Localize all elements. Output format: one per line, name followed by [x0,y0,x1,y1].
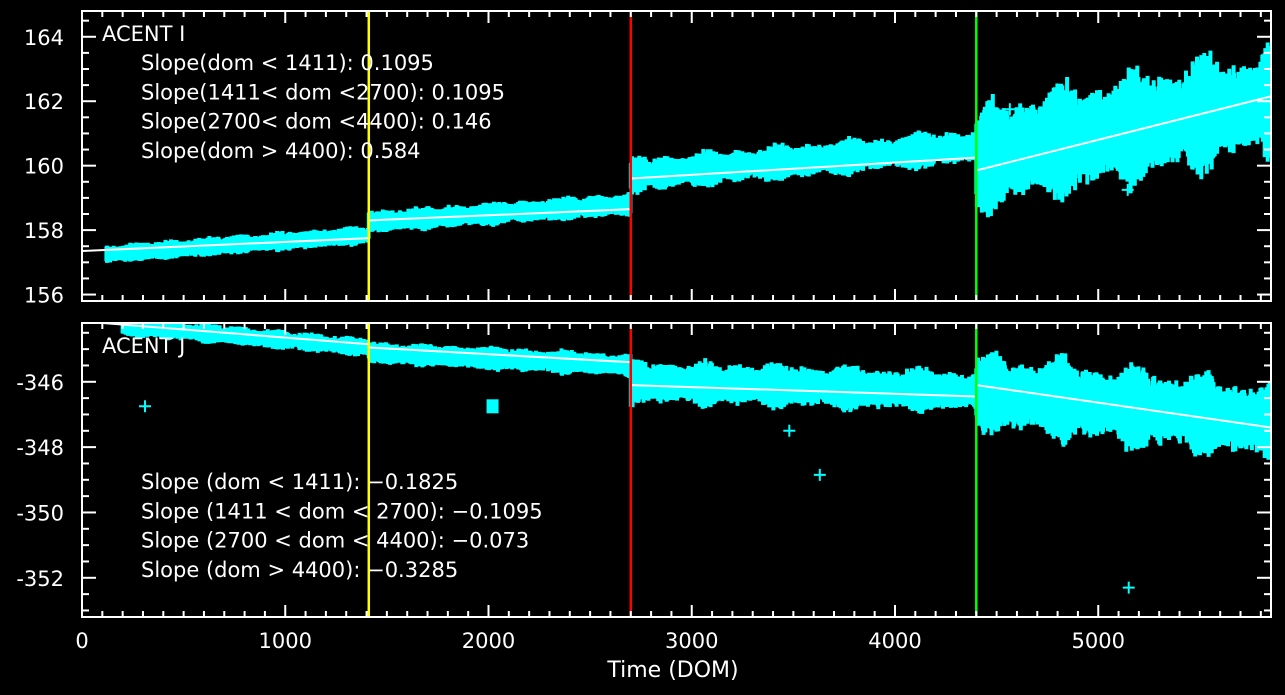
slope-annotation-0: Slope(dom < 1411): 0.1095 [141,51,434,75]
data-band-3 [974,42,1271,218]
slope-annotation-0: Slope (dom < 1411): −0.1825 [141,470,458,494]
y-tick-label-4: 164 [24,26,64,50]
plot-frame [81,322,1272,618]
x-tick-label-1: 1000 [259,629,312,653]
x-ticks [81,11,1262,301]
slope-annotation-3: Slope(dom > 4400): 0.584 [141,139,421,163]
slope-annotations: Slope(dom < 1411): 0.1095 Slope(1411< dom… [141,51,505,163]
slope-annotation-2: Slope (2700 < dom < 4400): −0.073 [141,529,529,553]
plot-area [82,42,1271,263]
y-tick-label-2: -350 [16,501,64,525]
fit-segment-3 [976,95,1271,172]
outlier-point-1 [1121,183,1134,196]
fit-lines [89,323,1271,429]
fit-segment-2 [630,156,977,180]
outlier-point-1 [783,424,796,437]
y-tick-label-1: 158 [24,219,64,243]
fit-segment-0 [82,237,369,253]
panel-title: ACENT J [102,334,185,358]
outlier-point-3 [1122,581,1135,594]
slope-annotation-1: Slope(1411< dom <2700): 0.1095 [141,80,505,104]
data-band-3 [974,350,1271,460]
x-tick-label-5: 5000 [1072,629,1125,653]
data-band-1 [366,192,633,233]
y-tick-label-0: 156 [24,284,64,308]
x-tick-label-2: 2000 [462,629,515,653]
data-band-2 [628,130,978,195]
outlier-point-2 [813,468,826,481]
y-tick-label-0: -346 [16,371,64,395]
outlier-point-0 [139,400,152,413]
y-tick-label-1: -348 [16,436,64,460]
fit-lines [82,95,1271,253]
x-tick-label-4: 4000 [868,629,921,653]
fit-segment-2 [630,384,977,398]
fit-segment-1 [368,346,631,364]
panel-acent-i: 156 158 160 162 164 ACENT I Slope(dom < 1411):… [24,10,1272,308]
slope-annotation-3: Slope (dom > 4400): −0.3285 [141,558,458,582]
x-tick-label-3: 3000 [665,629,718,653]
plot-frame [81,10,1272,302]
outlier-point-2 [1010,114,1023,127]
fit-segment-0 [89,323,369,346]
panel-acent-j: -346 -348 -350 -352 ACENT J Slope (dom < 1411… [16,322,1272,618]
y-ticks [82,19,1271,296]
x-axis-label: Time (DOM) [606,658,738,683]
y-tick-label-2: 160 [24,155,64,179]
slope-annotation-2: Slope(2700< dom <4400): 0.146 [141,110,492,134]
outlier-point-0 [1003,103,1016,116]
y-tick-label-3: 162 [24,90,64,114]
outlier-square-0 [486,399,499,414]
panel-title: ACENT I [102,22,185,46]
fit-segment-3 [976,384,1271,429]
x-tick-label-0: 0 [75,629,88,653]
slope-annotations: Slope (dom < 1411): −0.1825 Slope (1411 <… [141,470,543,582]
x-ticks [81,323,1262,617]
y-tick-label-3: -352 [16,567,64,591]
fit-segment-1 [368,208,631,222]
slope-annotation-1: Slope (1411 < dom < 2700): −0.1095 [141,499,543,523]
y-ticks [82,331,1271,612]
x-axis: Time (DOM) 0 1000 2000 3000 4000 5000 [75,629,1125,683]
